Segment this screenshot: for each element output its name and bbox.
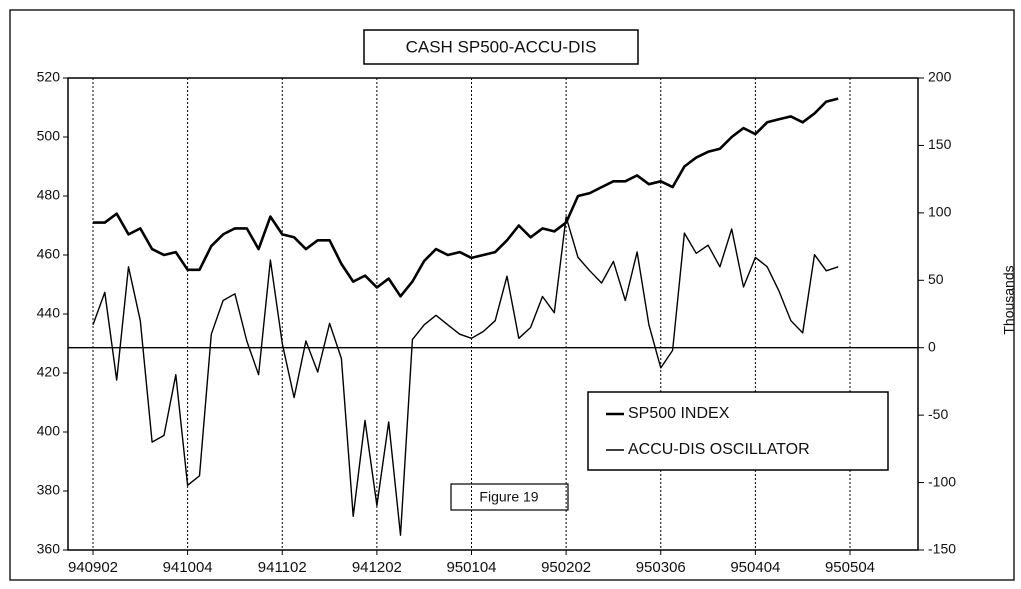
y-tick-label: 400 xyxy=(37,423,61,439)
y-tick-label: 480 xyxy=(37,187,61,203)
x-tick-label: 950104 xyxy=(446,559,496,576)
y2-tick-label: 50 xyxy=(928,271,944,287)
y-tick-label: 500 xyxy=(37,128,61,144)
x-tick-label: 940902 xyxy=(68,559,118,576)
series-line xyxy=(93,97,839,298)
legend-label: ACCU-DIS OSCILLATOR xyxy=(628,441,810,458)
x-tick-label: 950202 xyxy=(541,559,591,576)
y2-tick-label: 200 xyxy=(928,69,952,85)
y-tick-label: 360 xyxy=(37,541,61,557)
x-tick-label: 950504 xyxy=(825,559,875,576)
x-tick-label: 950306 xyxy=(636,559,686,576)
y-tick-label: 440 xyxy=(37,305,61,321)
y-tick-label: 420 xyxy=(37,364,61,380)
y2-axis-label: Thousands xyxy=(1001,265,1017,334)
y-tick-label: 460 xyxy=(37,246,61,262)
y-tick-label: 380 xyxy=(37,482,61,498)
x-tick-label: 941004 xyxy=(163,559,213,576)
annotation-box xyxy=(450,483,569,511)
y2-tick-label: -150 xyxy=(928,541,956,557)
title-box xyxy=(363,29,639,65)
y-tick-label: 520 xyxy=(37,69,61,85)
y2-tick-label: 150 xyxy=(928,136,952,152)
annotation: Figure 19 xyxy=(479,489,538,505)
y2-tick-label: 100 xyxy=(928,204,952,220)
x-tick-label: 950404 xyxy=(730,559,780,576)
chart-title: CASH SP500-ACCU-DIS xyxy=(406,37,597,56)
x-tick-label: 941202 xyxy=(352,559,402,576)
y2-tick-label: 0 xyxy=(928,338,936,354)
legend-box xyxy=(587,391,889,471)
y2-tick-label: -100 xyxy=(928,473,956,489)
frame xyxy=(9,9,1015,581)
x-tick-label: 941102 xyxy=(258,559,307,576)
y2-tick-label: -50 xyxy=(928,406,948,422)
legend-label: SP500 INDEX xyxy=(628,405,730,422)
series-line xyxy=(92,216,839,536)
